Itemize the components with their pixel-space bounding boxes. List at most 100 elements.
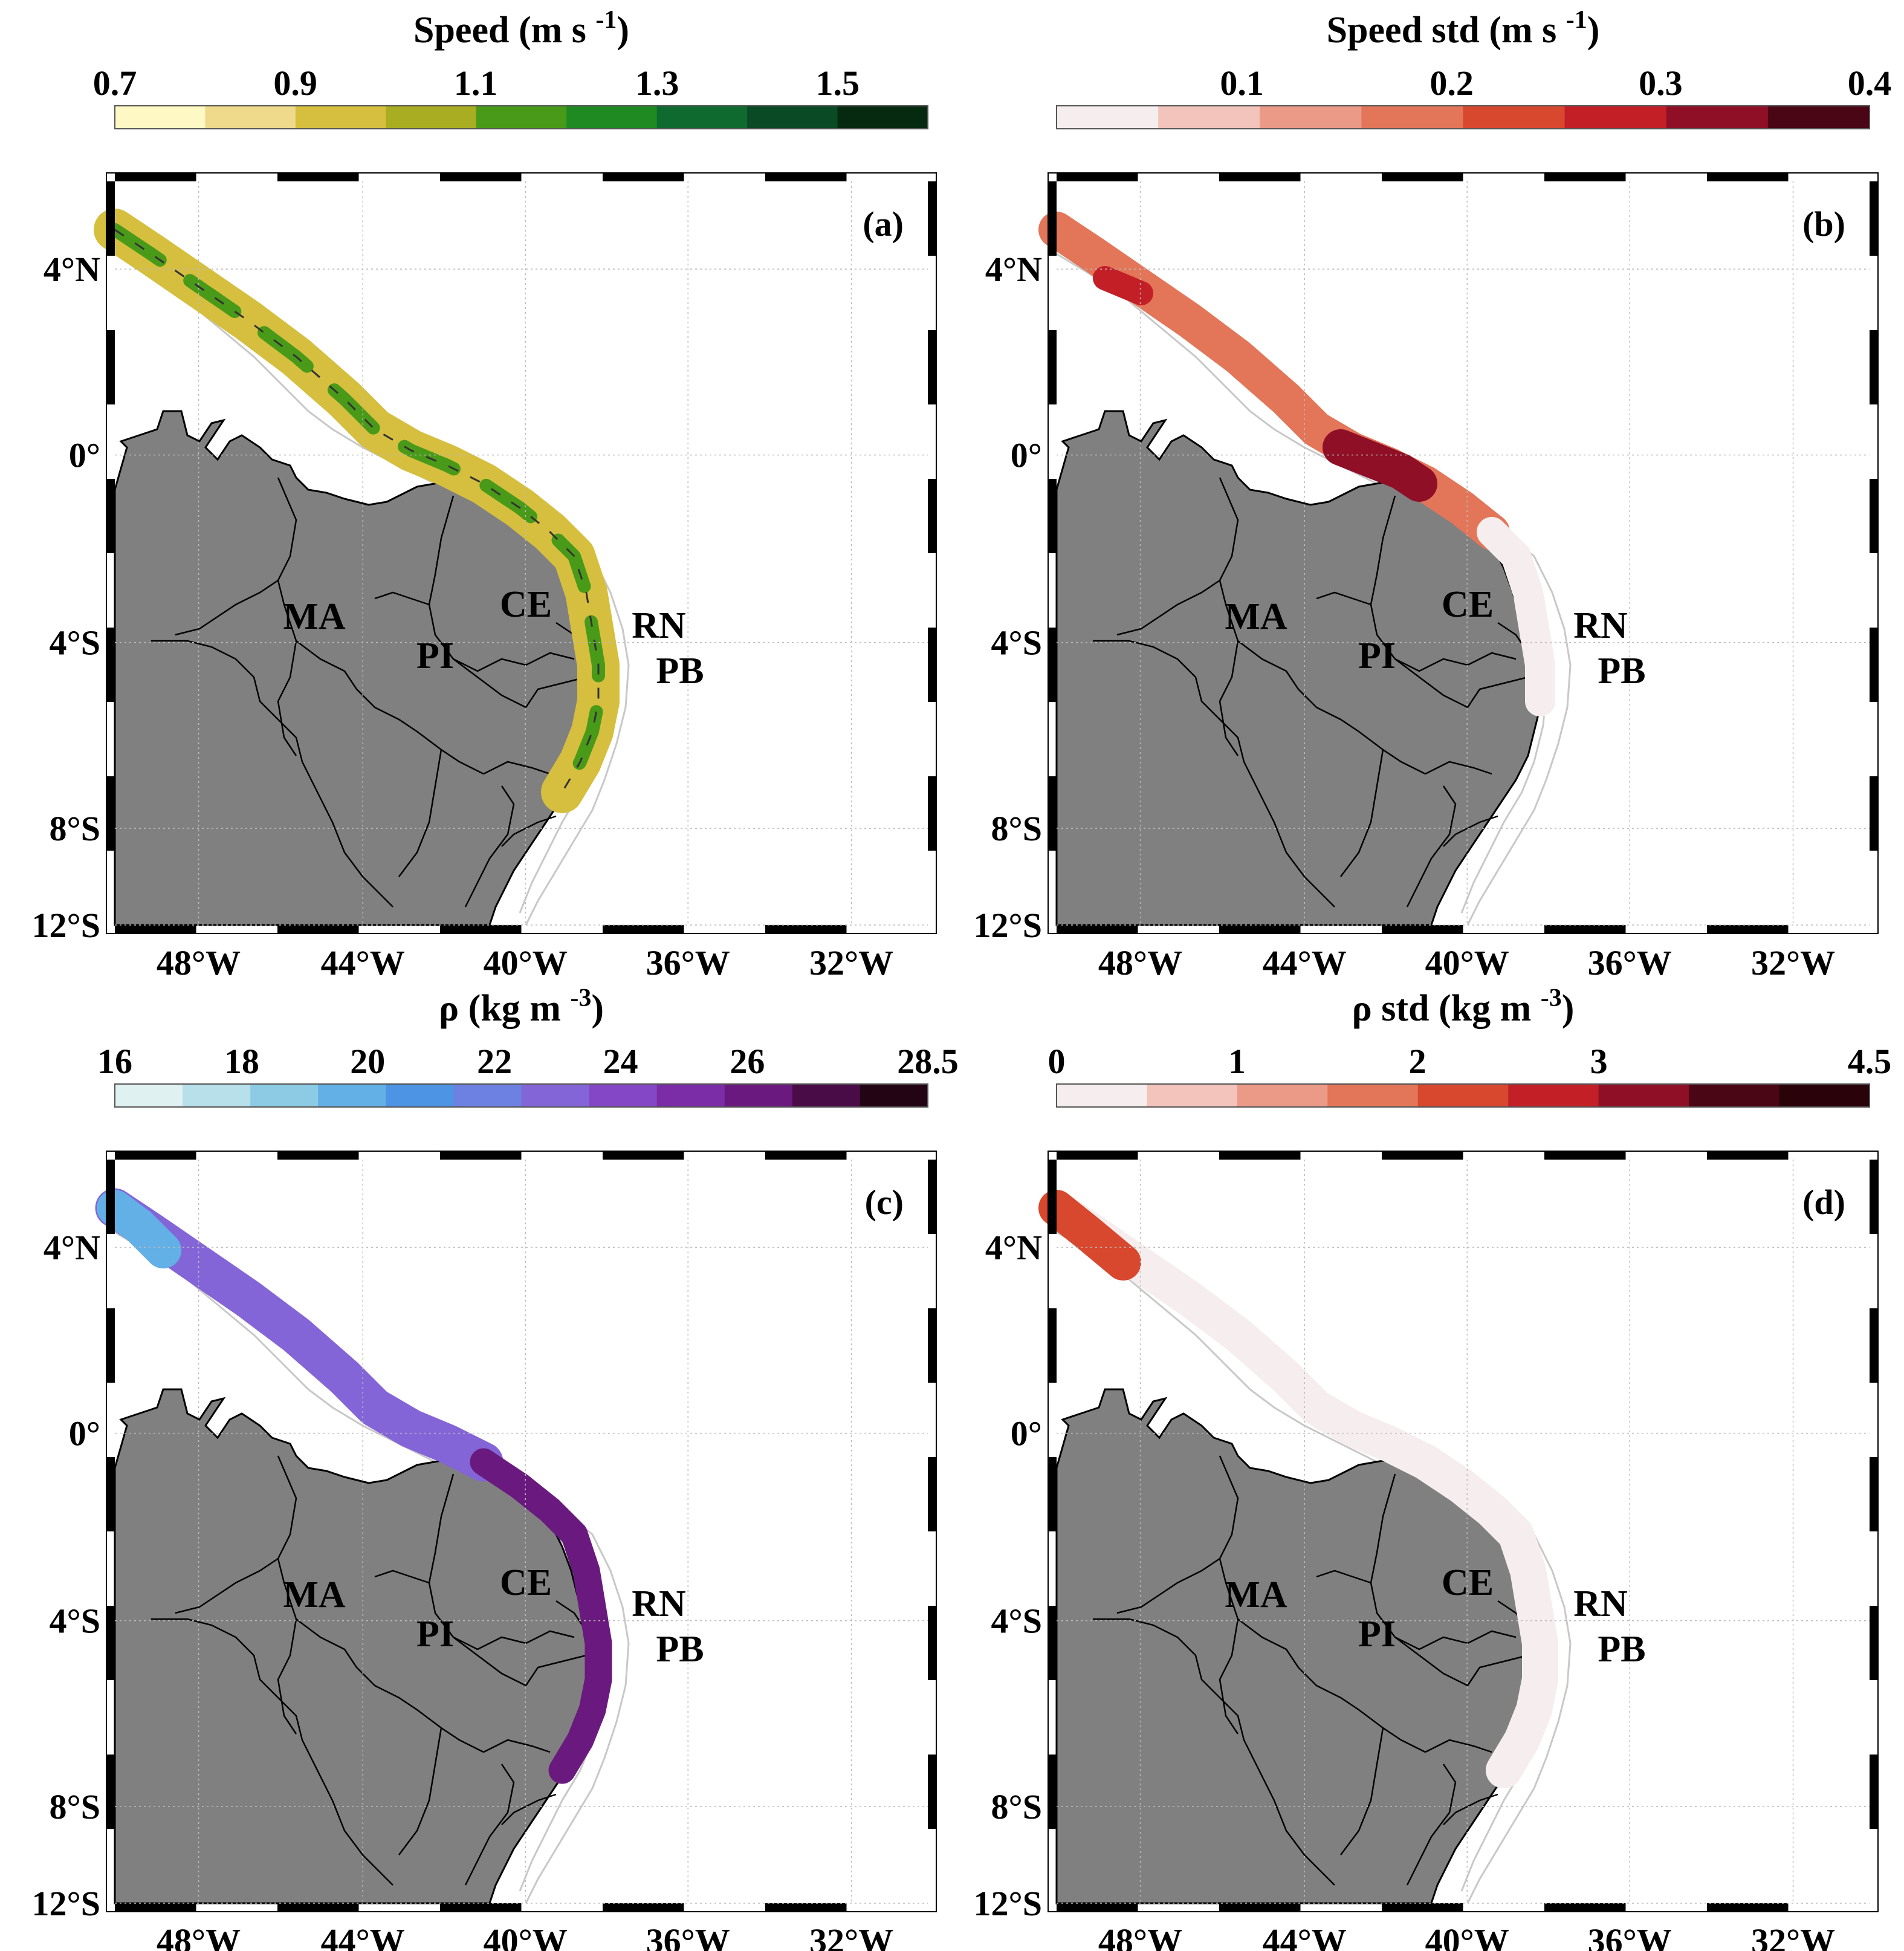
frame-tick	[1219, 925, 1301, 933]
frame-tick	[115, 1903, 196, 1912]
frame-tick	[765, 1903, 847, 1912]
colorbar-tick-label: 0.3	[1639, 63, 1683, 103]
lon-tick-label: 36°W	[1588, 943, 1672, 982]
state-label-ma: MA	[1225, 596, 1287, 637]
frame-tick	[1219, 173, 1301, 181]
frame-tick	[1048, 330, 1057, 404]
colorbar: 0 1 2 3 4.5 ρ std (kg m -3)	[1048, 984, 1891, 1108]
colorbar-segment	[521, 1084, 590, 1107]
lat-tick-label: 8°S	[50, 809, 100, 848]
density-high	[470, 1448, 612, 1784]
colorbar-tick-label: 1.1	[454, 63, 498, 103]
frame-tick	[1707, 173, 1789, 181]
lat-tick-label: 12°S	[974, 906, 1042, 945]
frame-tick	[115, 925, 196, 933]
colorbar-title: Speed std (m s -1)	[1327, 6, 1600, 51]
frame-tick	[106, 1457, 115, 1531]
frame-tick	[106, 1308, 115, 1383]
colorbar-tick-label: 1.5	[815, 63, 860, 103]
frame-tick	[1870, 776, 1878, 851]
frame-tick	[1382, 925, 1463, 933]
colorbar-segment	[1508, 1084, 1599, 1107]
frame-tick	[1707, 1151, 1789, 1160]
frame-tick	[1048, 776, 1057, 851]
frame-tick	[1707, 1903, 1789, 1912]
colorbar-segment	[318, 1084, 386, 1107]
frame-tick	[1057, 1903, 1138, 1912]
frame-tick	[277, 173, 359, 181]
colorbar-tick-label: 3	[1590, 1042, 1608, 1081]
frame-tick	[1870, 1308, 1878, 1383]
lon-tick-label: 44°W	[321, 1921, 405, 1951]
state-label-ma: MA	[1225, 1574, 1287, 1615]
frame-tick	[115, 173, 196, 181]
frame-tick	[1544, 173, 1626, 181]
frame-tick	[277, 1903, 359, 1912]
colorbar-segment	[1666, 106, 1769, 129]
frame-tick	[928, 1755, 936, 1829]
frame-tick	[765, 925, 847, 933]
colorbar-segment	[589, 1084, 658, 1107]
lat-tick-label: 0°	[1011, 1414, 1042, 1453]
state-label-ce: CE	[500, 1562, 552, 1603]
colorbar-tick-label: 20	[350, 1042, 385, 1081]
colorbar-tick-label: 1.3	[635, 63, 679, 103]
colorbar-tick-label: 16	[97, 1042, 132, 1081]
panel-label: (a)	[863, 204, 904, 244]
colorbar-segment	[1564, 106, 1667, 129]
frame-tick	[440, 1903, 522, 1912]
colorbar-segment	[386, 106, 477, 129]
state-label-ce: CE	[500, 584, 552, 625]
colorbar-segment	[1158, 106, 1260, 129]
frame-tick	[106, 479, 115, 553]
frame-tick	[440, 925, 522, 933]
lon-tick-label: 40°W	[1425, 1921, 1509, 1951]
frame-tick	[1057, 1151, 1138, 1160]
lat-tick-label: 8°S	[991, 809, 1042, 848]
frame-tick	[277, 925, 359, 933]
frame-tick	[1382, 1151, 1463, 1160]
frame-tick	[1870, 1160, 1878, 1234]
frame-tick	[1544, 1903, 1626, 1912]
state-label-pi: PI	[416, 1614, 454, 1655]
lat-tick-label: 8°S	[991, 1787, 1042, 1826]
frame-tick	[1048, 1308, 1057, 1383]
frame-tick	[1048, 1457, 1057, 1531]
panel-a-decor: 0.7 0.9 1.1 1.3 1.5 Speed (m s -1) 4°N 0° 4°S 8°S…	[32, 6, 937, 982]
lon-tick-label: 32°W	[809, 943, 893, 982]
colorbar-segment	[476, 106, 567, 129]
colorbar-title: Speed (m s -1)	[413, 6, 629, 51]
colorbar-segment	[1237, 1084, 1328, 1107]
frame-tick	[1544, 925, 1626, 933]
frame-tick	[928, 1160, 936, 1234]
frame-tick	[1382, 1903, 1463, 1912]
lon-tick-label: 44°W	[1263, 943, 1347, 982]
state-label-pi: PI	[1358, 635, 1396, 677]
frame-tick	[1048, 628, 1057, 702]
state-label-pb: PB	[656, 651, 704, 692]
lat-tick-label: 8°S	[50, 1787, 100, 1826]
frame-tick	[928, 181, 936, 256]
lon-tick-label: 48°W	[157, 943, 241, 982]
frame-tick	[928, 776, 936, 851]
colorbar-tick-label: 0	[1048, 1042, 1066, 1081]
frame-tick	[1219, 1151, 1301, 1160]
state-label-ma: MA	[283, 1574, 346, 1615]
colorbar: 0.1 0.2 0.3 0.4 Speed std (m s -1)	[1056, 6, 1891, 129]
lon-tick-label: 40°W	[1425, 943, 1509, 982]
colorbar-tick-label: 0.7	[93, 63, 137, 103]
lon-tick-label: 32°W	[1751, 943, 1835, 982]
panel-b	[1038, 181, 1870, 926]
colorbar-segment	[205, 106, 296, 129]
colorbar-segment	[1327, 1084, 1419, 1107]
lat-tick-label: 12°S	[32, 906, 100, 945]
colorbar-title: ρ (kg m -3)	[439, 984, 604, 1029]
lat-tick-label: 0°	[69, 1414, 100, 1453]
frame-tick	[1048, 1606, 1057, 1680]
density-low	[97, 1190, 181, 1268]
state-label-pi: PI	[416, 635, 454, 677]
state-label-ce: CE	[1442, 584, 1494, 625]
colorbar-tick-label: 24	[603, 1042, 638, 1081]
frame-tick	[928, 628, 936, 702]
